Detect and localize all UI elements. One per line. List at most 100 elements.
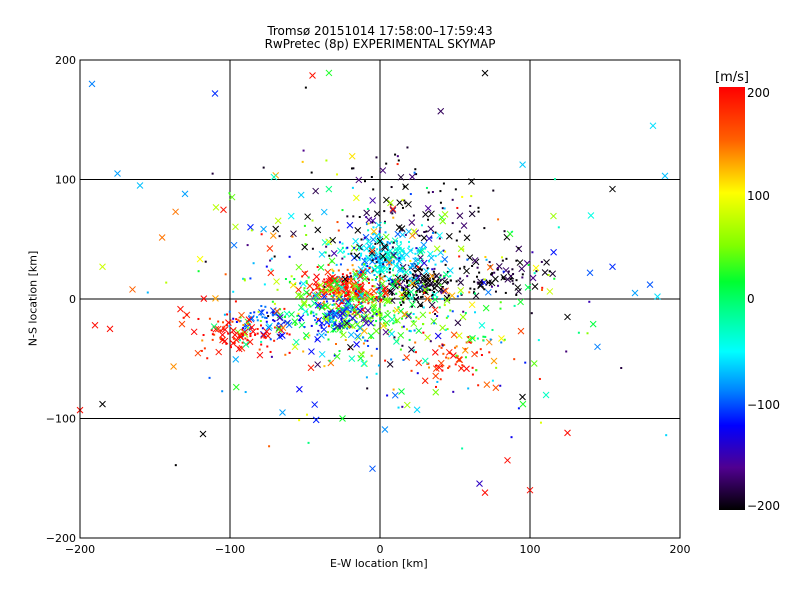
data-point-cross (437, 359, 445, 367)
data-point (206, 357, 209, 360)
data-point (356, 285, 359, 288)
data-point (414, 351, 417, 354)
data-point (449, 275, 452, 278)
data-point (378, 307, 381, 310)
data-point (383, 220, 386, 223)
data-point (270, 257, 273, 260)
data-point (337, 291, 340, 294)
data-point-cross (266, 245, 274, 252)
data-point (334, 311, 337, 314)
data-point (309, 294, 312, 297)
data-point-cross (405, 312, 412, 320)
data-point-cross (360, 360, 368, 367)
data-point (360, 238, 363, 241)
data-point-cross (421, 377, 429, 385)
data-point (365, 265, 368, 268)
data-point (346, 314, 349, 317)
data-point-cross (260, 332, 268, 339)
data-point (392, 259, 395, 262)
data-point (347, 297, 350, 300)
data-point-cross (329, 236, 337, 244)
data-point-cross (266, 322, 273, 330)
data-point (353, 296, 356, 299)
data-point-cross (355, 176, 363, 184)
data-point (200, 349, 203, 352)
data-point-cross (220, 206, 227, 214)
data-point-cross (276, 314, 283, 322)
data-point-cross (431, 349, 439, 356)
data-point (371, 317, 374, 320)
data-point (365, 292, 368, 295)
data-point (473, 337, 476, 340)
data-point (417, 280, 420, 283)
data-point (402, 358, 405, 361)
data-point-cross (381, 244, 389, 252)
data-point (409, 281, 412, 284)
data-point (439, 290, 442, 293)
data-point-cross (459, 313, 467, 321)
data-point-cross (468, 178, 475, 185)
data-point (541, 286, 544, 289)
data-point-cross (352, 237, 359, 245)
data-point (342, 299, 345, 302)
data-point (327, 331, 330, 334)
data-point-cross (609, 263, 616, 271)
data-point (294, 321, 297, 324)
data-point (359, 302, 362, 305)
data-point-cross (416, 257, 424, 265)
data-point-cross (351, 282, 359, 289)
data-point (510, 436, 513, 439)
data-point-cross (349, 314, 357, 322)
data-point (462, 310, 465, 313)
data-point (342, 280, 345, 283)
data-point (433, 280, 436, 283)
data-point (367, 278, 370, 281)
data-point (370, 354, 373, 357)
data-point (441, 343, 444, 346)
data-point (283, 307, 286, 310)
data-point (242, 323, 245, 326)
data-point (436, 380, 439, 383)
data-point-cross (172, 208, 179, 216)
data-point (316, 266, 319, 269)
data-point (376, 297, 379, 300)
data-point (432, 278, 435, 281)
data-point-cross (210, 323, 218, 330)
data-point (260, 324, 263, 327)
y-tick-label: −100 (46, 413, 76, 426)
data-point (501, 276, 504, 279)
data-point (396, 273, 399, 276)
data-point (269, 350, 272, 353)
data-point (333, 323, 336, 326)
data-point (366, 207, 369, 210)
data-point-cross (263, 328, 271, 336)
data-point (422, 322, 425, 325)
data-point (356, 281, 359, 284)
data-point (346, 298, 349, 301)
data-point-cross (322, 315, 330, 323)
data-point (272, 311, 275, 314)
data-point (361, 293, 364, 296)
data-point (482, 339, 485, 342)
data-point (312, 294, 315, 297)
data-point-cross (383, 196, 390, 204)
data-point (361, 336, 364, 339)
data-point (405, 292, 408, 295)
data-point-cross (353, 194, 360, 202)
data-point (502, 270, 505, 273)
data-point (366, 339, 369, 342)
data-point-cross (385, 297, 393, 305)
data-point-cross (385, 259, 393, 266)
data-point-cross (309, 72, 316, 79)
data-point-cross (370, 304, 378, 312)
data-point (415, 291, 418, 294)
data-point-cross (364, 307, 372, 314)
data-point (316, 306, 319, 309)
data-point (286, 332, 289, 335)
data-point (418, 268, 421, 271)
data-point (406, 284, 409, 287)
data-point (374, 265, 377, 268)
data-point-cross (416, 247, 424, 255)
data-point-cross (543, 258, 550, 266)
data-point-cross (586, 269, 594, 277)
